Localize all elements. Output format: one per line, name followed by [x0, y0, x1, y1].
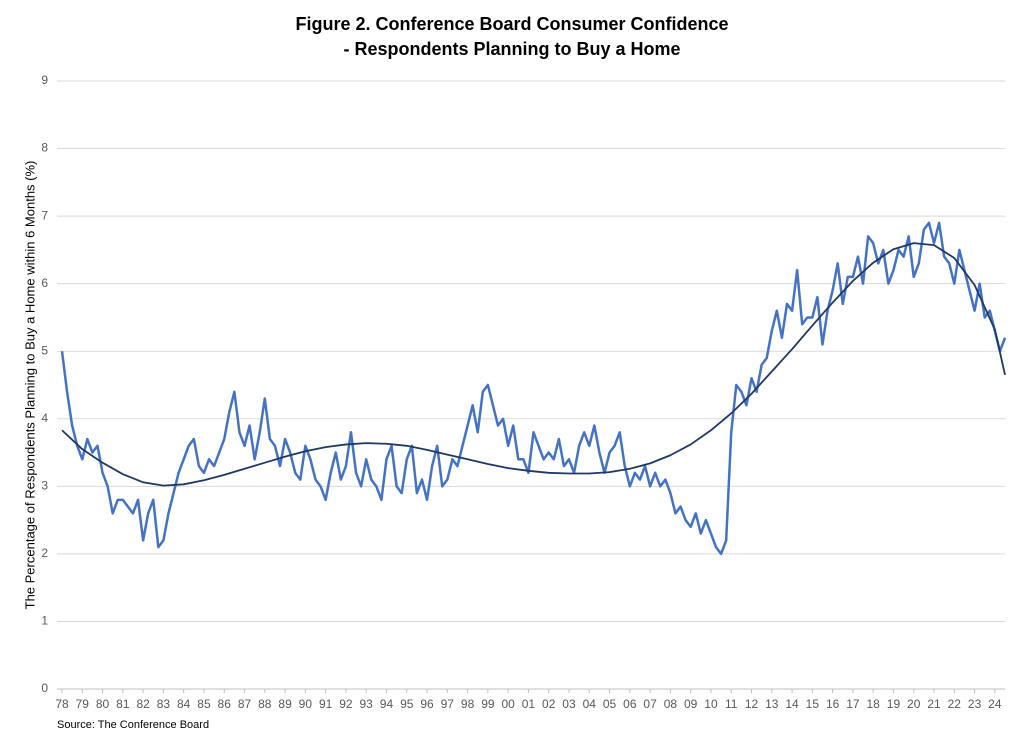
y-tick-label: 3 — [41, 479, 48, 493]
x-tick-label: 83 — [157, 697, 171, 711]
x-tick-label: 05 — [603, 697, 617, 711]
x-tick-label: 86 — [218, 697, 232, 711]
data-line — [60, 221, 1007, 556]
x-tick-label: 88 — [258, 697, 272, 711]
y-tick-label: 0 — [41, 681, 48, 695]
x-tick-label: 80 — [96, 697, 110, 711]
data-line — [61, 242, 1006, 487]
source-note: Source: The Conference Board — [57, 719, 209, 731]
x-tick-label: 24 — [988, 697, 1002, 711]
x-tick-label: 13 — [765, 697, 779, 711]
x-tick-label: 85 — [197, 697, 211, 711]
x-tick-label: 06 — [623, 697, 637, 711]
x-tick-label: 95 — [400, 697, 414, 711]
x-tick-label: 16 — [826, 697, 840, 711]
y-axis-label: The Percentage of Respondents Planning t… — [22, 161, 37, 610]
x-tick-label: 89 — [278, 697, 292, 711]
y-tick-label: 1 — [41, 614, 48, 628]
x-tick-label: 20 — [907, 697, 921, 711]
x-tick-label: 91 — [319, 697, 333, 711]
x-tick-label: 14 — [785, 697, 799, 711]
y-tick-label: 5 — [41, 343, 48, 357]
x-tick-label: 23 — [968, 697, 982, 711]
y-tick-label: 4 — [41, 411, 48, 425]
x-tick-label: 01 — [522, 697, 536, 711]
x-tick-label: 10 — [704, 697, 718, 711]
x-tick-label: 03 — [562, 697, 576, 711]
x-tick-label: 84 — [177, 697, 191, 711]
x-tick-label: 78 — [55, 697, 69, 711]
x-tick-label: 04 — [583, 697, 597, 711]
x-tick-label: 99 — [481, 697, 495, 711]
x-tick-label: 90 — [299, 697, 313, 711]
x-tick-label: 09 — [684, 697, 698, 711]
x-tick-label: 92 — [339, 697, 353, 711]
x-tick-label: 22 — [948, 697, 962, 711]
x-tick-label: 79 — [76, 697, 90, 711]
x-tick-label: 87 — [238, 697, 252, 711]
y-tick-label: 9 — [41, 73, 48, 87]
x-tick-label: 11 — [725, 697, 738, 711]
chart-title: Figure 2. Conference Board Consumer Conf… — [295, 14, 728, 34]
x-tick-label: 98 — [461, 697, 475, 711]
x-tick-label: 81 — [116, 697, 130, 711]
x-tick-label: 15 — [806, 697, 820, 711]
x-tick-label: 02 — [542, 697, 556, 711]
y-tick-label: 8 — [41, 141, 48, 155]
y-tick-label: 2 — [41, 546, 48, 560]
x-tick-label: 94 — [380, 697, 394, 711]
x-tick-label: 07 — [643, 697, 657, 711]
x-tick-label: 82 — [136, 697, 150, 711]
x-tick-label: 17 — [846, 697, 860, 711]
x-tick-label: 18 — [867, 697, 881, 711]
y-tick-label: 7 — [41, 208, 48, 222]
x-tick-label: 93 — [360, 697, 374, 711]
chart-title: - Respondents Planning to Buy a Home — [343, 39, 680, 59]
x-tick-label: 97 — [441, 697, 455, 711]
x-tick-label: 08 — [664, 697, 678, 711]
x-tick-label: 19 — [887, 697, 901, 711]
y-tick-label: 6 — [41, 276, 48, 290]
x-tick-label: 21 — [927, 697, 941, 711]
x-tick-label: 12 — [745, 697, 759, 711]
x-tick-label: 00 — [501, 697, 515, 711]
x-tick-label: 96 — [420, 697, 434, 711]
